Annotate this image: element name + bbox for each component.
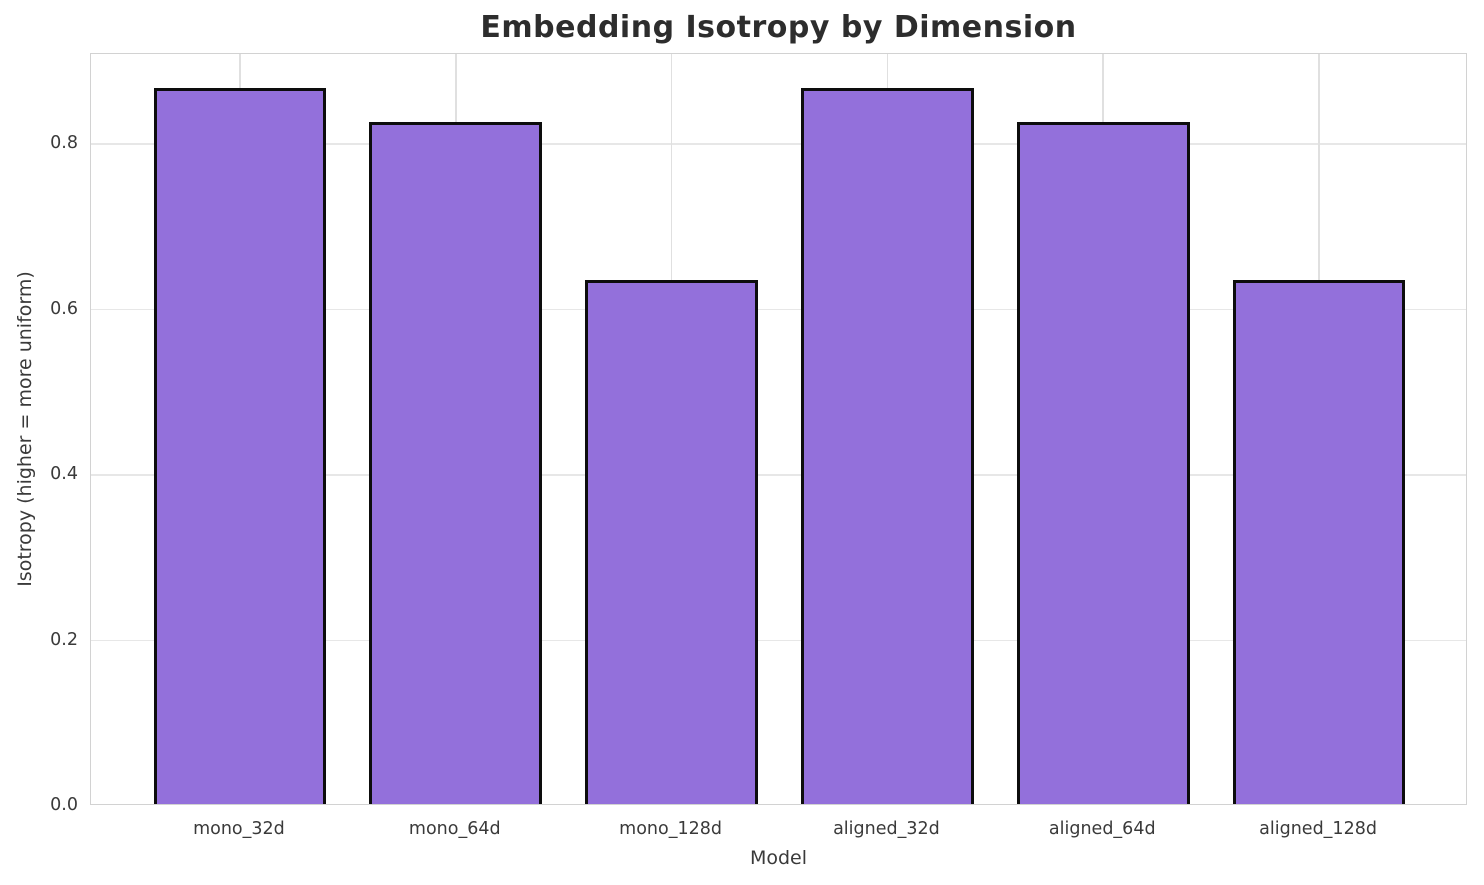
x-tick-label-mono_32d: mono_32d bbox=[193, 819, 285, 839]
gridline-y-0.6 bbox=[91, 308, 1466, 311]
y-tick-label: 0.6 bbox=[50, 298, 78, 319]
x-tick-label-mono_64d: mono_64d bbox=[408, 819, 501, 839]
bar-mono_128d bbox=[585, 280, 758, 804]
x-tick-label-aligned_64d: aligned_64d bbox=[1048, 819, 1156, 839]
bar-mono_32d bbox=[153, 87, 327, 804]
gridline-y-0.8 bbox=[91, 143, 1466, 145]
x-tick-label-mono_128d: mono_128d bbox=[619, 819, 722, 839]
bar-aligned_64d bbox=[1016, 122, 1190, 804]
bar-aligned_128d bbox=[1232, 280, 1406, 804]
bar-mono_64d bbox=[369, 122, 543, 804]
y-tick-label: 0.4 bbox=[50, 464, 78, 485]
chart-title: Embedding Isotropy by Dimension bbox=[480, 10, 1077, 45]
bar-aligned_32d bbox=[801, 87, 974, 804]
gridline-y-0.2 bbox=[91, 639, 1466, 642]
x-tick-label-aligned_32d: aligned_32d bbox=[833, 819, 940, 839]
y-tick-label: 0.2 bbox=[50, 629, 78, 650]
gridline-y-0.4 bbox=[91, 474, 1466, 476]
x-tick-label-aligned_128d: aligned_128d bbox=[1259, 819, 1377, 839]
y-axis-label: Isotropy (higher = more uniform) bbox=[14, 271, 36, 587]
y-tick-label: 0.8 bbox=[50, 133, 78, 154]
plot-area bbox=[90, 53, 1467, 805]
x-axis-label: Model bbox=[749, 847, 808, 869]
y-tick-label: 0.0 bbox=[50, 795, 78, 815]
